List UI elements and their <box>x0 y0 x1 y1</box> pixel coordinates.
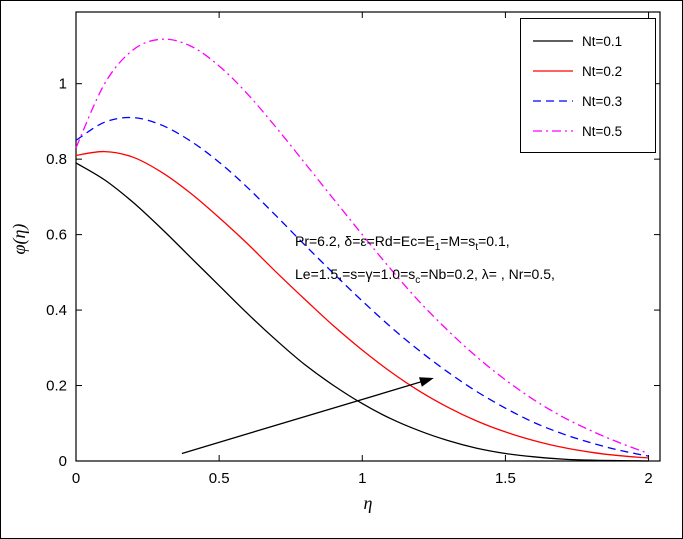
annotation-subscript: t <box>475 241 479 253</box>
x-axis-label: η <box>364 493 373 513</box>
legend-item-0: Nt=0.1 <box>521 26 655 56</box>
trend-arrow-shaft <box>181 379 426 455</box>
annotation-text-part: Le=1.5,=s=γ=1.0=s <box>295 265 416 282</box>
legend: Nt=0.1 Nt=0.2 Nt=0.3 Nt=0.5 <box>520 18 656 153</box>
y-tick-label: 0.2 <box>46 378 67 395</box>
annotation-subscript: c <box>415 274 421 286</box>
legend-label: Nt=0.2 <box>582 63 623 79</box>
y-axis-label: φ(η) <box>9 224 30 255</box>
x-tick-label: 1.5 <box>495 470 516 487</box>
parameter-annotation: Pr=6.2, δ=ε=Rd=Ec=E1=M=st=0.1, Le=1.5,=s… <box>295 228 555 294</box>
series-line-0 <box>75 162 649 462</box>
legend-line-sample <box>533 100 573 102</box>
legend-line-sample <box>533 40 573 42</box>
legend-line-sample <box>533 70 573 72</box>
series-line-1 <box>75 150 649 459</box>
annotation-line-1: Pr=6.2, δ=ε=Rd=Ec=E1=M=st=0.1, <box>295 228 555 261</box>
legend-label: Nt=0.3 <box>582 93 623 109</box>
x-tick-label: 0 <box>72 470 80 487</box>
annotation-text-part: Pr=6.2, δ=ε=Rd=Ec=E <box>295 233 435 249</box>
x-tick-label: 1 <box>358 470 366 487</box>
annotation-text-part: =Nb=0.2, λ= , Nr=0.5, <box>420 265 555 282</box>
annotation-text-part: =0.1, <box>478 233 510 249</box>
series-line-3 <box>75 38 649 455</box>
annotation-subscript: 1 <box>434 241 441 253</box>
legend-item-1: Nt=0.2 <box>521 56 655 86</box>
y-tick-label: 0 <box>59 453 67 470</box>
y-tick-label: 0.8 <box>46 151 67 168</box>
legend-label: Nt=0.5 <box>582 123 623 139</box>
trend-arrow-head <box>418 377 434 387</box>
annotation-line-2: Le=1.5,=s=γ=1.0=sc=Nb=0.2, λ= , Nr=0.5, <box>295 261 555 294</box>
y-tick-label: 1 <box>59 76 67 93</box>
axes-frame <box>75 11 661 462</box>
legend-line-sample <box>533 130 573 132</box>
x-tick-label: 0.5 <box>209 470 230 487</box>
y-tick-label: 0.4 <box>46 302 67 319</box>
annotation-text-part: =M=s <box>440 233 476 249</box>
legend-item-3: Nt=0.5 <box>521 116 655 146</box>
legend-label: Nt=0.1 <box>582 33 623 49</box>
y-tick-label: 0.6 <box>46 227 67 244</box>
legend-item-2: Nt=0.3 <box>521 86 655 116</box>
x-tick-label: 2 <box>644 470 652 487</box>
